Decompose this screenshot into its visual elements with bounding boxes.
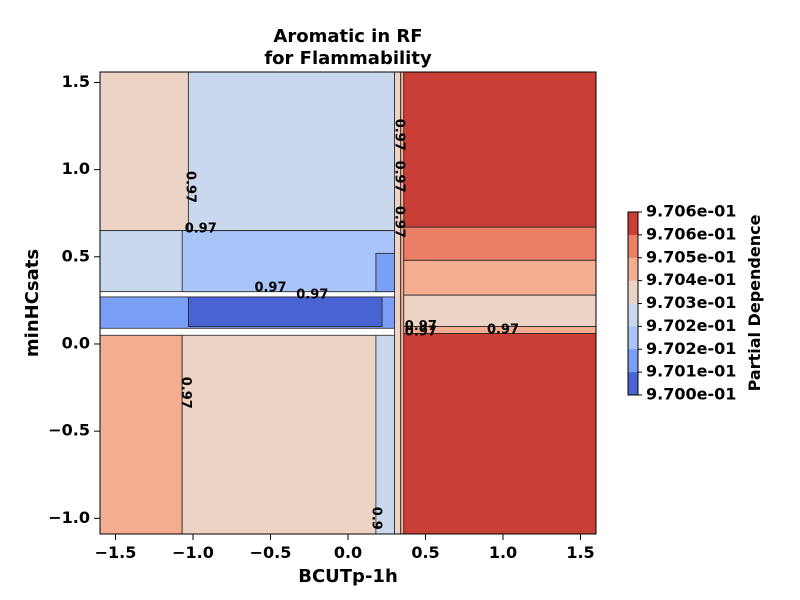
x-axis-label: BCUTp-1h bbox=[298, 566, 398, 587]
contour-label: 0.97 bbox=[405, 324, 437, 339]
contour-label: 0.97 bbox=[254, 281, 286, 296]
y-tick-label: 1.5 bbox=[62, 72, 90, 91]
y-tick-label: 0.5 bbox=[62, 246, 90, 265]
colorbar-tick-label: 9.705e-01 bbox=[646, 247, 736, 266]
x-tick-label: 0.0 bbox=[334, 543, 362, 562]
x-tick-label: 1.0 bbox=[489, 543, 517, 562]
colorbar-tick-label: 9.702e-01 bbox=[646, 339, 736, 358]
colorbar-segment bbox=[628, 280, 638, 304]
colorbar-tick-label: 9.702e-01 bbox=[646, 316, 736, 335]
contour-label: 0.97 bbox=[405, 319, 437, 334]
contour-region bbox=[403, 259, 597, 296]
chart-title-line-2: for Flammability bbox=[264, 48, 432, 69]
y-tick-label: 0.0 bbox=[62, 333, 90, 352]
contour-region bbox=[375, 252, 395, 293]
y-tick-label: −0.5 bbox=[48, 421, 90, 440]
colorbar-segment bbox=[628, 372, 638, 396]
colorbar-segment bbox=[628, 349, 638, 373]
y-tick-label: −1.0 bbox=[48, 508, 90, 527]
colorbar-tick-label: 9.701e-01 bbox=[646, 362, 736, 381]
y-tick-label: 1.0 bbox=[62, 159, 90, 178]
y-axis: −1.0 −0.5 0.0 0.5 1.0 1.5 bbox=[48, 72, 100, 527]
contour-region bbox=[181, 230, 395, 293]
contour-label: 0.97 bbox=[392, 161, 407, 193]
colorbar-tick-label: 9.706e-01 bbox=[646, 224, 736, 243]
contour-regions bbox=[99, 71, 597, 535]
contour-labels: 0.970.970.97 0.970.970.90.970.970.970.970… bbox=[178, 119, 519, 530]
contour-region bbox=[187, 71, 395, 232]
colorbar-tick-label: 9.700e-01 bbox=[646, 385, 736, 404]
contour-label: 0.97 bbox=[392, 119, 407, 151]
contour-label: 0.97 bbox=[185, 221, 217, 236]
contour-label: 0.97 bbox=[487, 323, 519, 338]
contour-label: 0.9 bbox=[368, 507, 383, 530]
contour-region bbox=[403, 333, 597, 535]
x-tick-label: −0.5 bbox=[250, 543, 292, 562]
contour-label: 0.97 bbox=[392, 206, 407, 238]
chart-title-line-1: Aromatic in RF bbox=[273, 26, 422, 47]
colorbar-segment bbox=[628, 303, 638, 327]
colorbar-segment bbox=[628, 326, 638, 350]
colorbar-segment bbox=[628, 234, 638, 259]
colorbar-tick-label: 9.706e-01 bbox=[646, 202, 736, 221]
contour-region bbox=[375, 334, 395, 535]
contour-region bbox=[181, 334, 377, 535]
x-tick-label: −1.5 bbox=[95, 543, 137, 562]
contour-region bbox=[187, 296, 383, 327]
contour-region bbox=[99, 71, 189, 232]
x-tick-label: −1.0 bbox=[172, 543, 214, 562]
contour-label: 0.97 bbox=[178, 377, 193, 409]
contour-label: 0.97 bbox=[182, 171, 197, 203]
colorbar-tick-label: 9.704e-01 bbox=[646, 270, 736, 289]
contour-region bbox=[403, 294, 597, 327]
y-axis-label: minHCsats bbox=[22, 249, 43, 357]
colorbar-segment bbox=[628, 257, 638, 281]
colorbar: 9.706e-01 9.706e-01 9.705e-01 9.704e-01 9.70… bbox=[627, 202, 736, 404]
colorbar-label: Partial Dependence bbox=[745, 214, 764, 391]
colorbar-tick-label: 9.703e-01 bbox=[646, 293, 736, 312]
x-tick-label: 0.5 bbox=[411, 543, 439, 562]
x-axis: −1.5 −1.0 −0.5 0.0 0.5 1.0 1.5 bbox=[95, 534, 595, 562]
x-tick-label: 1.5 bbox=[566, 543, 594, 562]
contour-label: 0.97 bbox=[296, 288, 328, 303]
contour-region bbox=[403, 71, 597, 228]
contour-region bbox=[99, 334, 183, 535]
colorbar-segment bbox=[628, 212, 638, 236]
contour-region bbox=[403, 226, 597, 261]
